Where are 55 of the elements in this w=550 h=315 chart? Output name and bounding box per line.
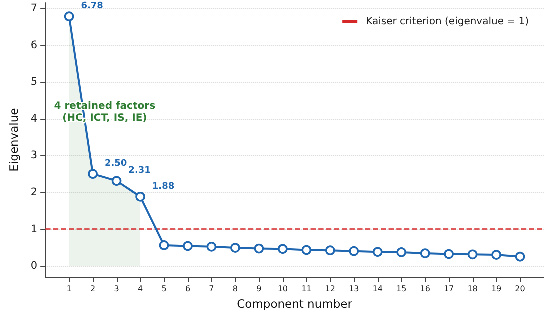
point xyxy=(206,242,217,252)
point xyxy=(420,248,430,258)
point xyxy=(64,12,74,22)
x-axis-title: Component number xyxy=(237,297,353,311)
point xyxy=(230,243,240,253)
x-tick-label: 11 xyxy=(302,284,312,294)
x-tick-label: 18 xyxy=(468,284,478,294)
x-tick-label: 12 xyxy=(325,284,336,294)
x-tick-label: 15 xyxy=(396,284,407,294)
point xyxy=(136,192,146,202)
point xyxy=(468,250,478,260)
x-tick-label: 20 xyxy=(515,284,526,294)
y-tick-label: 7 xyxy=(30,2,38,15)
point xyxy=(372,247,383,257)
point xyxy=(88,169,98,179)
x-tick-label: 1 xyxy=(66,284,72,294)
point xyxy=(159,240,170,250)
x-tick-label: 17 xyxy=(444,284,454,294)
y-axis-title: Eigenvalue xyxy=(7,108,21,172)
x-tick-label: 5 xyxy=(162,284,167,294)
x-tick-label: 19 xyxy=(491,284,502,294)
y-tick-label: 3 xyxy=(30,150,38,162)
point xyxy=(302,245,312,256)
point xyxy=(183,241,193,252)
y-tick-label: 4 xyxy=(30,112,38,125)
point xyxy=(492,250,502,260)
data-label: 1.88 xyxy=(152,182,175,192)
y-tick-label: 0 xyxy=(30,260,38,272)
x-tick-label: 9 xyxy=(256,284,262,294)
data-label: 2.50 xyxy=(104,159,128,170)
x-tick-label: 3 xyxy=(114,284,120,294)
y-tick-label: 5 xyxy=(30,76,38,88)
point xyxy=(278,244,288,254)
y-tick-label: 1 xyxy=(30,223,38,236)
point xyxy=(515,252,526,262)
y-tick-label: 2 xyxy=(30,186,38,198)
x-tick-label: 16 xyxy=(420,284,430,294)
x-tick-label: 2 xyxy=(90,284,96,294)
x-tick-label: 4 xyxy=(138,284,144,294)
data-label: 6.78 xyxy=(81,2,104,12)
x-tick-label: 6 xyxy=(185,284,191,294)
x-tick-label: 8 xyxy=(232,284,238,294)
x-tick-label: 13 xyxy=(349,284,360,294)
point xyxy=(396,248,406,258)
x-tick-label: 7 xyxy=(209,284,214,294)
point xyxy=(254,244,264,254)
point xyxy=(112,176,122,186)
legend-label: Kaiser criterion (eigenvalue = 1) xyxy=(366,16,530,28)
point xyxy=(444,249,454,260)
point xyxy=(349,246,360,256)
x-tick-label: 10 xyxy=(278,284,288,294)
y-tick-label: 6 xyxy=(30,39,38,52)
data-label: 2.31 xyxy=(128,166,151,176)
point xyxy=(326,246,336,256)
x-tick-label: 14 xyxy=(372,284,383,294)
